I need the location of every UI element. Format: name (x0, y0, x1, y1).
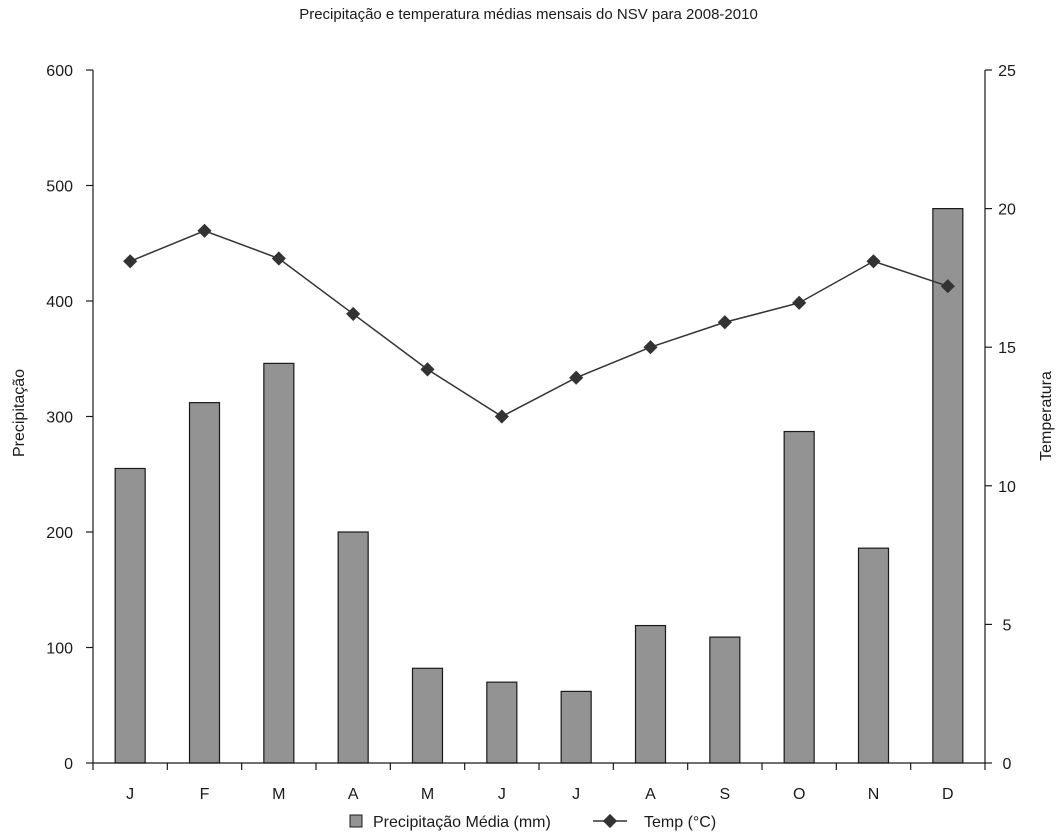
y-tick-label-right: 0 (1003, 756, 1012, 773)
x-tick-label: D (942, 786, 954, 803)
temperature-marker (494, 409, 509, 424)
y-tick-label-left: 500 (46, 179, 73, 196)
bar (188, 402, 221, 764)
temperature-marker (420, 362, 435, 377)
bar (783, 430, 815, 764)
x-tick-label: S (719, 786, 730, 803)
y-tick-label-right: 5 (1003, 617, 1012, 634)
tick-labels: 0 100 200 300 400 500 600 0 5 10 15 20 25 J F M A M J J A S O N… (46, 63, 1016, 803)
x-tick-label: A (348, 786, 359, 803)
temperature-marker (717, 315, 732, 330)
temperature-marker (197, 223, 212, 238)
y-tick-label-right: 25 (998, 63, 1016, 80)
bar (932, 208, 964, 764)
temperature-marker (866, 254, 881, 269)
bar (560, 690, 592, 764)
bar (709, 636, 741, 764)
y-tick-label-left: 600 (46, 63, 73, 80)
bar (114, 467, 146, 764)
temperature-marker (123, 254, 138, 269)
temperature-marker (940, 279, 955, 294)
x-tick-label: O (793, 786, 805, 803)
precipitation-bars (114, 208, 964, 764)
temperature-marker (271, 251, 286, 266)
bar (263, 362, 295, 764)
chart-title: Precipitação e temperatura médias mensai… (299, 6, 758, 23)
bar (486, 681, 518, 764)
y-tick-label-left: 200 (46, 525, 73, 542)
y-tick-label-left: 100 (46, 641, 73, 658)
x-tick-label: F (200, 786, 210, 803)
bar (857, 547, 890, 764)
legend-swatch-precipitation (349, 814, 363, 828)
y-tick-label-left: 0 (64, 756, 73, 773)
x-tick-label: J (498, 786, 506, 803)
temperature-line (129, 229, 949, 418)
y-tick-label-left: 300 (46, 410, 73, 427)
y-tick-label-right: 10 (998, 479, 1016, 496)
y-axis-title-right: Temperatura (1038, 371, 1055, 461)
legend-label-precipitation: Precipitação Média (mm) (373, 814, 551, 831)
x-tick-label: N (868, 786, 880, 803)
x-tick-label: M (272, 786, 285, 803)
bar (634, 624, 667, 764)
x-tick-label: A (645, 786, 656, 803)
legend-swatch-temperature-marker (602, 813, 618, 829)
y-tick-label-right: 20 (998, 202, 1016, 219)
axes (86, 69, 992, 770)
bar (337, 531, 369, 764)
y-tick-label-left: 400 (46, 294, 73, 311)
temperature-marker (569, 370, 584, 385)
bar (411, 667, 444, 764)
y-tick-label-right: 15 (998, 340, 1016, 357)
temperature-marker (643, 340, 658, 355)
x-tick-label: M (421, 786, 434, 803)
x-tick-label: J (572, 786, 580, 803)
x-tick-label: J (126, 786, 134, 803)
y-axis-title-left: Precipitação (11, 369, 28, 457)
temperature-marker (346, 306, 361, 322)
legend: Precipitação Média (mm) Temp (°C) (349, 813, 716, 831)
temperature-line-layer (123, 223, 955, 424)
legend-label-temperature: Temp (°C) (644, 814, 716, 831)
temperature-marker (792, 295, 807, 310)
